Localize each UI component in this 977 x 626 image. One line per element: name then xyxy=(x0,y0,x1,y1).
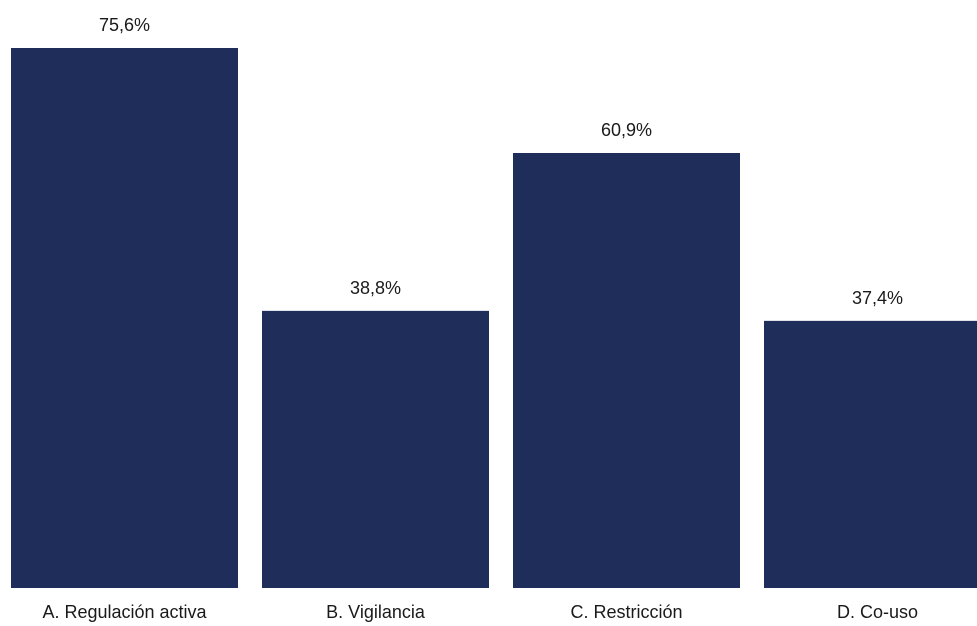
value-label-4: 37,4% xyxy=(852,288,903,308)
value-label-3: 60,9% xyxy=(601,120,652,140)
category-label-2: B. Vigilancia xyxy=(326,602,426,622)
value-label-2: 38,8% xyxy=(350,278,401,298)
bars-group xyxy=(11,48,977,588)
value-label-1: 75,6% xyxy=(99,15,150,35)
value-labels-group: 75,6% 38,8% 60,9% 37,4% xyxy=(99,15,903,308)
category-label-3: C. Restricción xyxy=(570,602,682,622)
category-label-1: A. Regulación activa xyxy=(42,602,207,622)
bar-2 xyxy=(262,310,489,588)
bar-3 xyxy=(513,153,740,588)
bar-1 xyxy=(11,48,238,588)
category-label-4: D. Co-uso xyxy=(837,602,918,622)
bar-4 xyxy=(764,320,977,588)
category-labels-group: A. Regulación activa B. Vigilancia C. Rest… xyxy=(42,602,918,622)
